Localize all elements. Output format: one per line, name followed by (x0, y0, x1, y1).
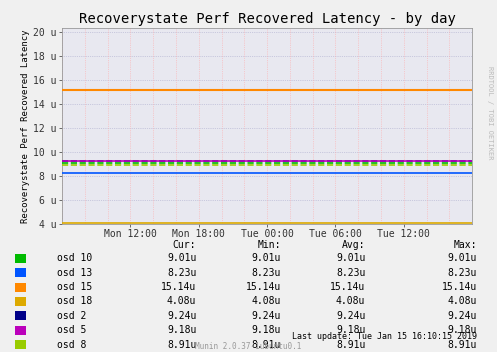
Text: 8.23u: 8.23u (448, 268, 477, 278)
Text: 9.01u: 9.01u (336, 253, 365, 263)
Text: osd 2: osd 2 (57, 311, 86, 321)
Text: 9.18u: 9.18u (336, 325, 365, 335)
Text: 9.24u: 9.24u (167, 311, 196, 321)
Text: Min:: Min: (257, 239, 281, 250)
Text: 8.91u: 8.91u (167, 339, 196, 350)
Text: 15.14u: 15.14u (246, 282, 281, 292)
Text: 8.23u: 8.23u (167, 268, 196, 278)
Text: 9.18u: 9.18u (448, 325, 477, 335)
Text: 9.18u: 9.18u (251, 325, 281, 335)
Bar (15, 340, 26, 349)
Text: osd 15: osd 15 (57, 282, 92, 292)
Text: Last update: Tue Jan 15 16:10:15 2019: Last update: Tue Jan 15 16:10:15 2019 (292, 332, 477, 341)
Text: 15.14u: 15.14u (442, 282, 477, 292)
Text: osd 10: osd 10 (57, 253, 92, 263)
Text: Max:: Max: (454, 239, 477, 250)
Text: 8.23u: 8.23u (336, 268, 365, 278)
Bar (15, 297, 26, 306)
Text: 9.01u: 9.01u (167, 253, 196, 263)
Text: 8.91u: 8.91u (336, 339, 365, 350)
Text: 15.14u: 15.14u (161, 282, 196, 292)
Text: 4.08u: 4.08u (336, 296, 365, 306)
Text: 8.91u: 8.91u (251, 339, 281, 350)
Text: 8.91u: 8.91u (448, 339, 477, 350)
Text: osd 8: osd 8 (57, 339, 86, 350)
Text: 9.24u: 9.24u (251, 311, 281, 321)
Text: 9.01u: 9.01u (251, 253, 281, 263)
Text: 4.08u: 4.08u (167, 296, 196, 306)
Text: Avg:: Avg: (342, 239, 365, 250)
Text: osd 13: osd 13 (57, 268, 92, 278)
Bar (15, 326, 26, 335)
Text: 4.08u: 4.08u (251, 296, 281, 306)
Text: 8.23u: 8.23u (251, 268, 281, 278)
Text: 15.14u: 15.14u (330, 282, 365, 292)
Bar (15, 283, 26, 291)
Text: RRDTOOL / TOBI OETIKER: RRDTOOL / TOBI OETIKER (487, 66, 493, 159)
Text: 9.18u: 9.18u (167, 325, 196, 335)
Y-axis label: Recoverystate Perf Recovered Latency: Recoverystate Perf Recovered Latency (21, 29, 30, 222)
Text: Munin 2.0.37-1ubuntu0.1: Munin 2.0.37-1ubuntu0.1 (195, 342, 302, 351)
Bar (15, 311, 26, 320)
Text: 9.24u: 9.24u (336, 311, 365, 321)
Text: 4.08u: 4.08u (448, 296, 477, 306)
Text: osd 5: osd 5 (57, 325, 86, 335)
Text: Cur:: Cur: (173, 239, 196, 250)
Text: 9.24u: 9.24u (448, 311, 477, 321)
Bar (15, 268, 26, 277)
Text: 9.01u: 9.01u (448, 253, 477, 263)
Text: osd 18: osd 18 (57, 296, 92, 306)
Bar (15, 254, 26, 263)
Title: Recoverystate Perf Recovered Latency - by day: Recoverystate Perf Recovered Latency - b… (79, 12, 456, 26)
